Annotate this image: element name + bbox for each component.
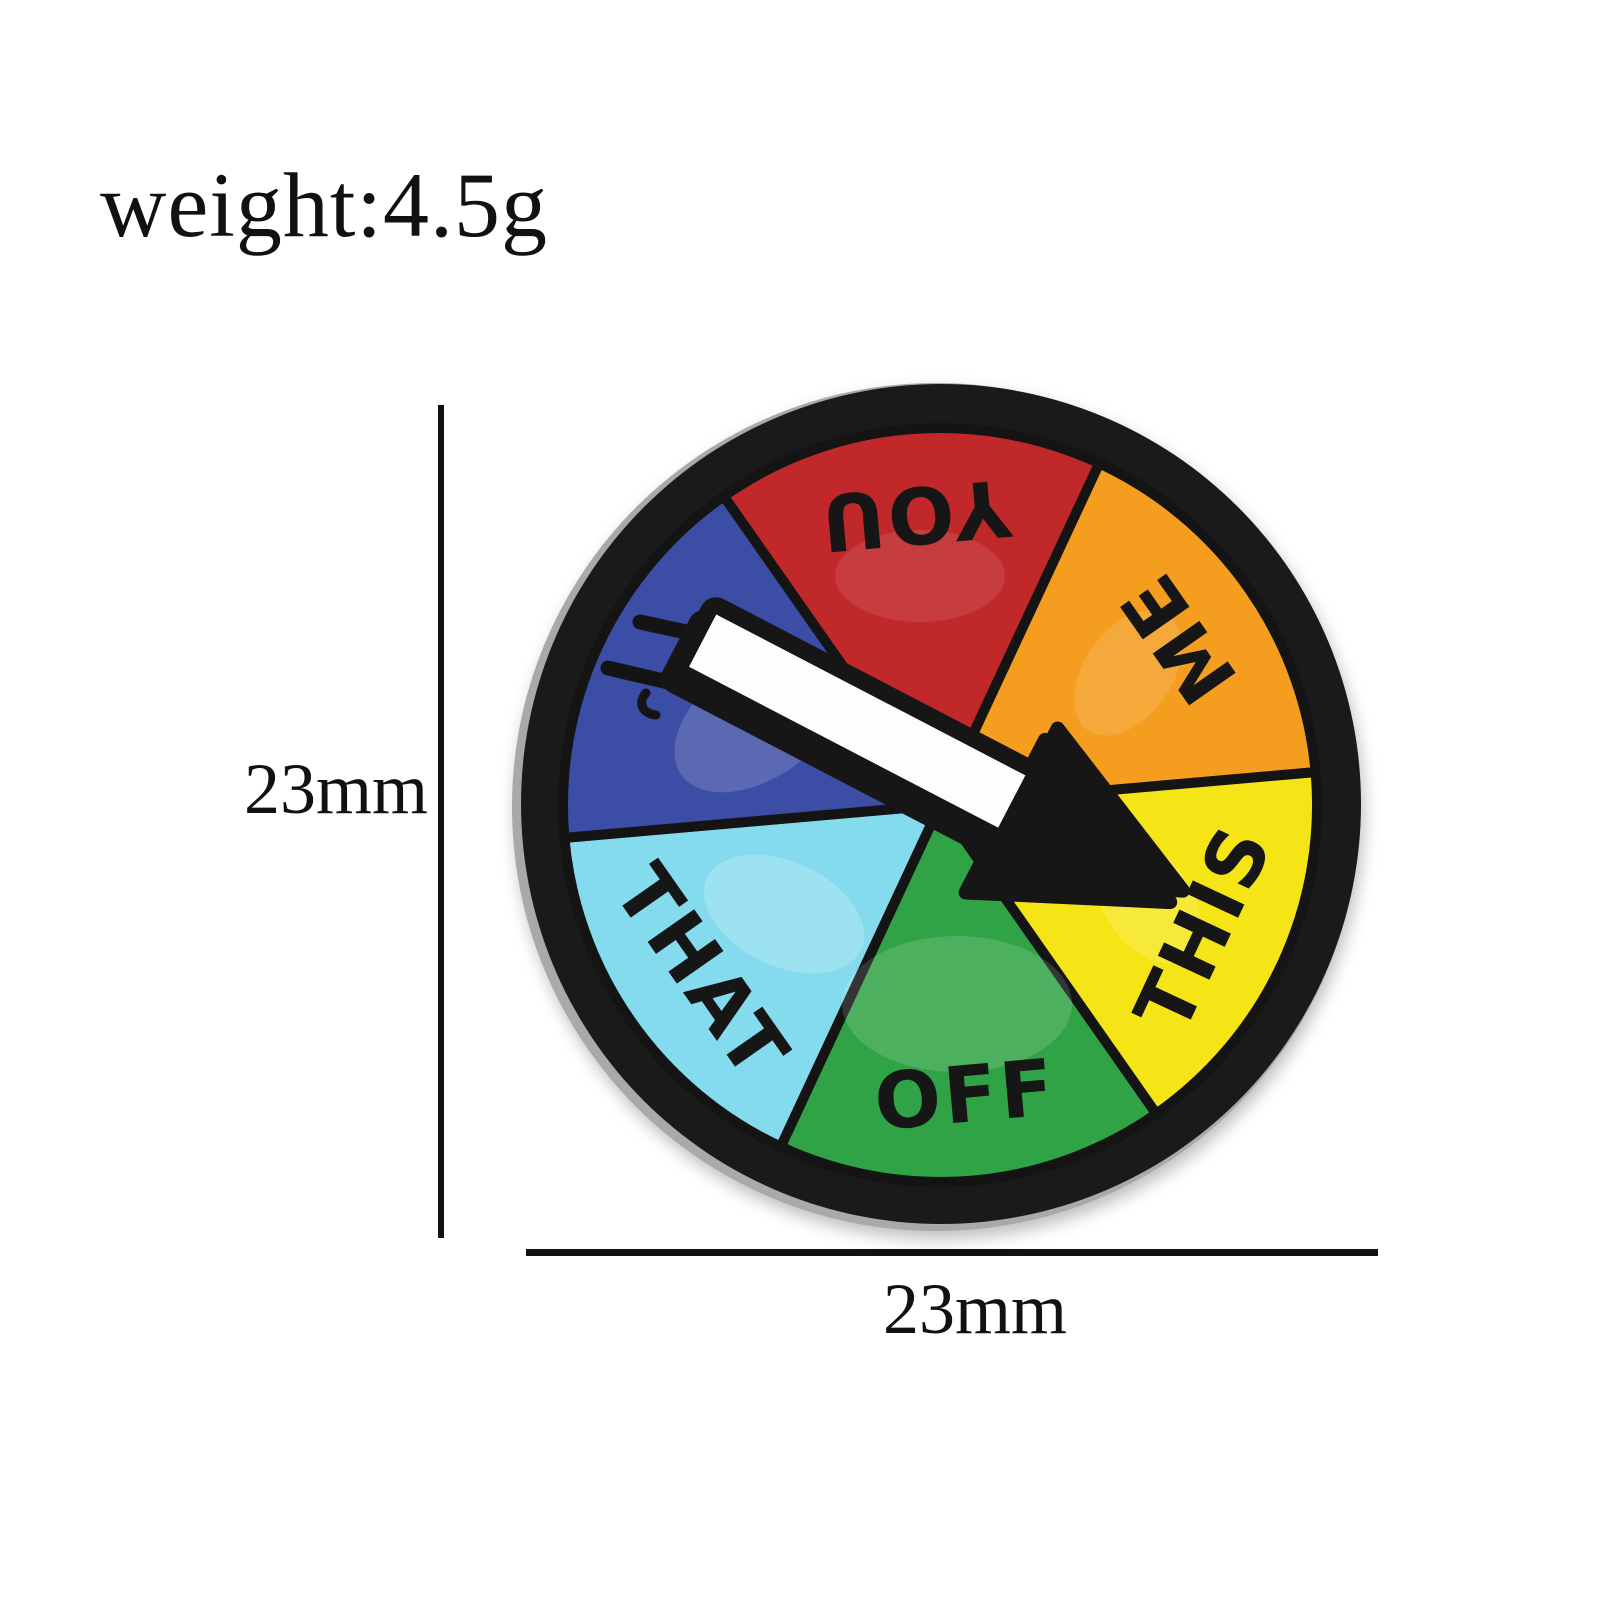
segment-off xyxy=(775,800,1162,1187)
width-label: 23mm xyxy=(882,1269,1067,1349)
height-label: 23mm xyxy=(243,749,428,829)
gloss-highlight xyxy=(703,854,865,974)
weight-label: weight:4.5g xyxy=(100,154,548,256)
segment-label-off: OFF xyxy=(871,1043,1060,1149)
segment-that xyxy=(559,800,945,1152)
gloss-highlight xyxy=(1074,610,1182,736)
gloss-highlight xyxy=(835,530,1005,622)
segment-label-you: YOU xyxy=(815,461,1015,568)
width-dimension-line xyxy=(526,1249,1378,1256)
gloss-highlight xyxy=(842,936,1072,1072)
spinner-arrow xyxy=(660,597,1190,910)
segment-you xyxy=(718,423,1105,810)
arrow-head xyxy=(971,721,1190,898)
segment-me xyxy=(935,458,1321,810)
height-dimension-line xyxy=(438,405,444,1238)
